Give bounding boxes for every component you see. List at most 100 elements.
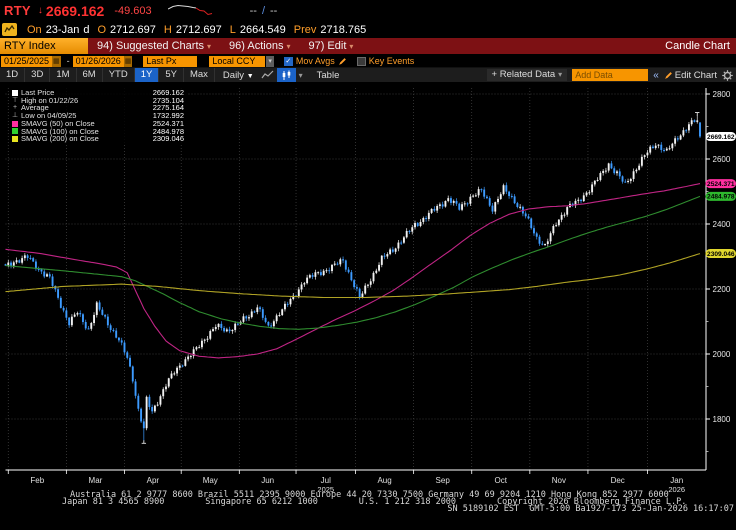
candle-body [23,255,26,259]
candle-body [259,307,262,310]
candle-body [499,194,502,199]
candle-body [452,200,455,203]
candle-body [488,198,491,206]
period-tab-max[interactable]: Max [184,68,215,82]
candle-body [217,323,220,327]
candle-body [389,249,392,255]
x-axis-label: Jan [670,476,683,485]
candle-body [176,367,178,374]
candle-body [167,378,170,387]
legend-label: Average [21,103,49,113]
candle-body [62,307,65,311]
candle-body [599,173,602,180]
smavg200-flag [705,249,736,259]
price-field-select[interactable]: Last Px [143,55,198,67]
period-tab-5y[interactable]: 5Y [159,68,184,82]
smavg50-flag-value: 2524.371 [707,181,735,188]
moving-average-line [5,253,701,299]
candle-body [120,340,123,343]
candle-body [433,208,436,211]
legend-row-last-price: Last Price 2669.162 [12,89,184,97]
candle-body [123,342,126,353]
caret-down-icon: ▾ [286,42,291,51]
menu-suggested-charts[interactable]: 94) Suggested Charts ▾ [88,40,220,52]
candle-body [79,313,82,315]
collapse-panel-button[interactable]: « [653,69,659,81]
pencil-icon[interactable] [338,57,347,66]
candle-body [400,242,403,244]
candle-body [347,269,350,273]
security-tab[interactable]: RTY Index [0,38,88,54]
chart-style-caret-icon[interactable]: ▾ [298,70,303,80]
date-to-input[interactable]: 01/26/2026 [72,55,124,67]
mov-avgs-checkbox[interactable]: ✓ [283,56,293,66]
add-data-input[interactable]: Add Data [572,69,649,81]
gear-icon[interactable] [722,69,733,81]
currency-dropdown-icon[interactable]: ▾ [266,55,274,67]
candle-body [358,288,361,298]
candle-body [109,325,112,330]
period-tab-1m[interactable]: 1M [50,68,77,82]
candle-body [29,257,32,259]
candle-body [126,352,129,358]
calendar-icon[interactable]: ▦ [52,55,61,67]
candle-body [300,284,303,290]
session-date: 23-Jan [45,23,80,36]
key-events-label[interactable]: Key Events [368,56,415,66]
candle-body [657,144,660,146]
candle-body [447,198,450,202]
table-button[interactable]: Table [316,69,340,81]
high-label: H [163,23,172,36]
open-label: O [97,23,107,36]
menu-actions[interactable]: 96) Actions ▾ [220,40,299,52]
period-tab-ytd[interactable]: YTD [103,68,135,82]
menu-edit[interactable]: 97) Edit ▾ [299,40,362,52]
edit-chart-button[interactable]: Edit Chart [664,70,717,81]
candle-body [21,258,24,263]
candle-body [156,404,159,406]
candle-body [7,262,10,266]
frequency-select[interactable]: Daily ▼ [222,69,254,81]
period-tab-1d[interactable]: 1D [0,68,26,82]
smavg100-flag [705,191,736,201]
candle-body [65,310,68,318]
candle-body [59,297,62,308]
candle-body [383,255,386,257]
period-tab-6m[interactable]: 6M [77,68,103,82]
chart-type-label: Candle Chart [665,40,730,52]
candle-body [303,283,306,285]
candle-body [613,168,616,174]
candle-body [463,203,466,205]
caret-down-icon: ▾ [558,70,563,79]
sparkline-white-segment [167,4,196,10]
ticker-symbol: RTY [4,3,31,18]
candle-body [367,284,369,286]
sparkline-red-segment [195,7,212,16]
key-events-checkbox[interactable] [356,56,366,66]
related-data-button[interactable]: + Related Data ▾ [486,69,568,81]
prev-label: Prev [293,23,317,36]
candle-body [142,421,145,429]
period-tab-1y[interactable]: 1Y [134,68,160,82]
candle-body [178,365,181,368]
legend-row-low-on-04-09-25: ⊥ Low on 04/09/25 1732.992 [12,112,184,120]
date-from-input[interactable]: 01/25/2025 [1,55,53,67]
y-axis-label: 2800 [713,90,731,99]
x-axis-label: May [203,476,218,485]
legend-value: 2309.046 [152,134,184,144]
mini-chart-icon[interactable] [2,23,17,36]
candle-body [306,277,309,284]
line-chart-icon[interactable] [258,68,277,82]
period-tabs: 1D 3D 1M 6M YTD 1Y 5Y Max [0,68,215,82]
currency-select[interactable]: Local CCY [209,55,266,67]
mov-avgs-label[interactable]: Mov Avgs [295,56,335,66]
candle-body [206,338,209,340]
calendar-icon[interactable]: ▦ [123,55,133,67]
candle-chart-icon[interactable] [276,68,296,82]
period-tab-3d[interactable]: 3D [25,68,51,82]
candle-body [480,189,483,191]
price-chart[interactable]: 1800 2000 2200 2400 2600 2800 Feb Mar Apr May Jun J… [0,82,736,494]
legend-value: 2484.978 [152,126,184,136]
candle-body [419,221,422,226]
related-data-label: + Related Data [491,69,556,80]
